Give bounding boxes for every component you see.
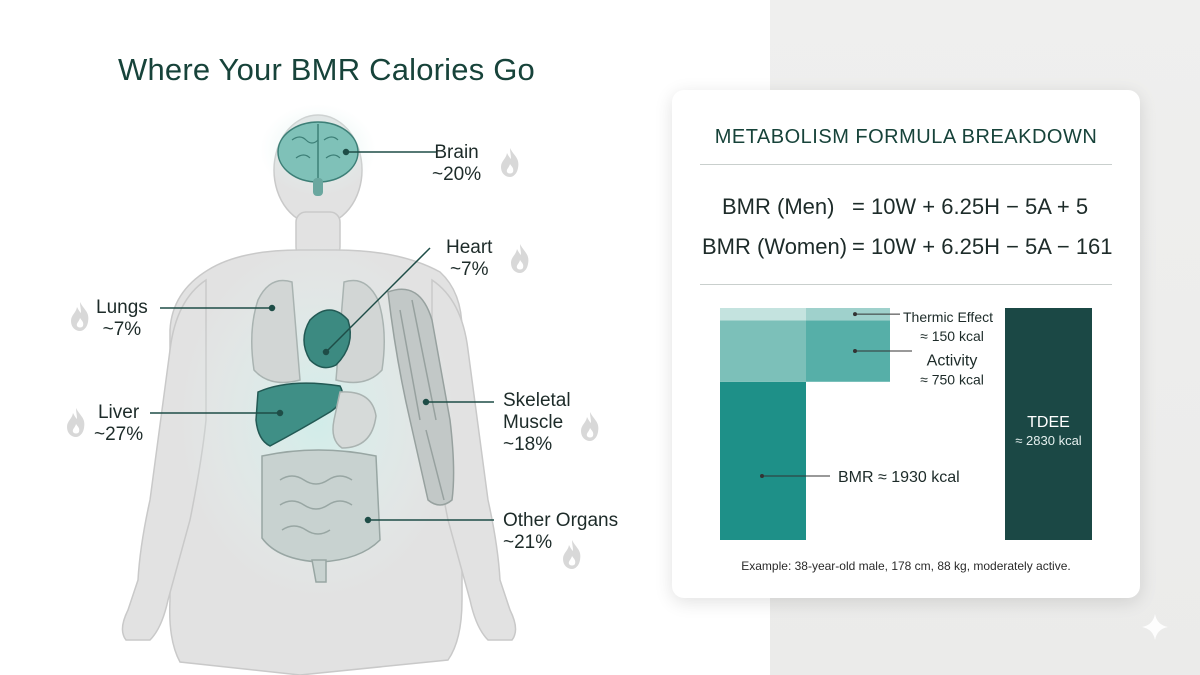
page-title: Where Your BMR Calories Go (118, 52, 535, 87)
formula-men-expression: = 10W + 6.25H − 5A + 5 (852, 194, 1089, 219)
skeletal-muscle-percentage: ~18% (503, 434, 553, 455)
bmr-bar (720, 381, 806, 540)
heart-percentage: ~7% (449, 259, 489, 280)
thermic-value: ≈ 150 kcal (920, 328, 984, 344)
formula-men-label: BMR (Men) (722, 194, 835, 219)
heart-label: Heart ~7% (446, 237, 492, 281)
activity-value: ≈ 750 kcal (920, 371, 984, 387)
bmr-label: BMR ≈ 1930 kcal (838, 469, 960, 486)
stomach-organ (332, 391, 377, 449)
thermic-label: Thermic Effect (903, 309, 993, 325)
flame-icon (581, 412, 599, 441)
arm-muscle (387, 288, 455, 506)
divider (700, 284, 1112, 285)
bmr-dot (760, 474, 764, 478)
brain-label: Brain ~20% (432, 142, 481, 186)
tdee-label: TDEE (1027, 414, 1070, 431)
liver-percentage: ~27% (94, 424, 144, 445)
activity-label: Activity (927, 352, 978, 369)
card-title: METABOLISM FORMULA BREAKDOWN (714, 126, 1098, 148)
formula-card: METABOLISM FORMULA BREAKDOWN BMR (Men) =… (672, 90, 1140, 598)
flame-icon (67, 408, 85, 437)
thermic-bar (806, 308, 890, 321)
thermic-bar-stacked (720, 308, 806, 321)
thermic-dot (853, 312, 857, 317)
heart-name: Heart (446, 237, 493, 258)
lungs-percentage: ~7% (102, 319, 142, 340)
brain-organ (277, 121, 359, 196)
activity-dot (853, 349, 857, 354)
tdee-value: ≈ 2830 kcal (1015, 433, 1082, 448)
heart-organ (303, 309, 351, 369)
divider (700, 164, 1112, 165)
liver-name: Liver (97, 402, 140, 423)
skeletal-muscle-name-line1: Skeletal (503, 390, 571, 411)
skeletal-muscle-label: Skeletal Muscle ~18% (503, 390, 571, 456)
lungs-name: Lungs (96, 297, 148, 318)
flame-icon (71, 302, 89, 331)
flame-icon (563, 540, 581, 569)
sparkle-icon (1142, 614, 1168, 640)
other-organs-percentage: ~21% (503, 532, 553, 553)
other-organs-label: Other Organs ~21% (503, 510, 618, 554)
organ-glow (178, 240, 458, 600)
tdee-chart: Thermic Effect ≈ 150 kcal Activity ≈ 750 kc… (720, 308, 1092, 540)
formula-women-expression: = 10W + 6.25H − 5A − 161 (852, 234, 1113, 259)
skeletal-muscle-name-line2: Muscle (503, 412, 564, 433)
brain-name: Brain (434, 142, 479, 163)
liver-organ (255, 382, 344, 447)
flame-icon (501, 148, 519, 177)
body-illustration (121, 104, 517, 675)
flame-icon (511, 244, 529, 273)
intestines-organ (261, 449, 381, 583)
liver-label: Liver ~27% (94, 402, 143, 446)
example-footnote: Example: 38-year-old male, 178 cm, 88 kg… (741, 559, 1071, 573)
lungs-label: Lungs ~7% (96, 297, 148, 341)
pointer-lines (150, 148, 494, 524)
brain-percentage: ~20% (432, 164, 482, 185)
tdee-bar (1005, 308, 1092, 540)
formula-women-label: BMR (Women) (702, 234, 848, 259)
activity-bar-stacked (720, 320, 806, 382)
other-organs-name: Other Organs (503, 510, 619, 531)
